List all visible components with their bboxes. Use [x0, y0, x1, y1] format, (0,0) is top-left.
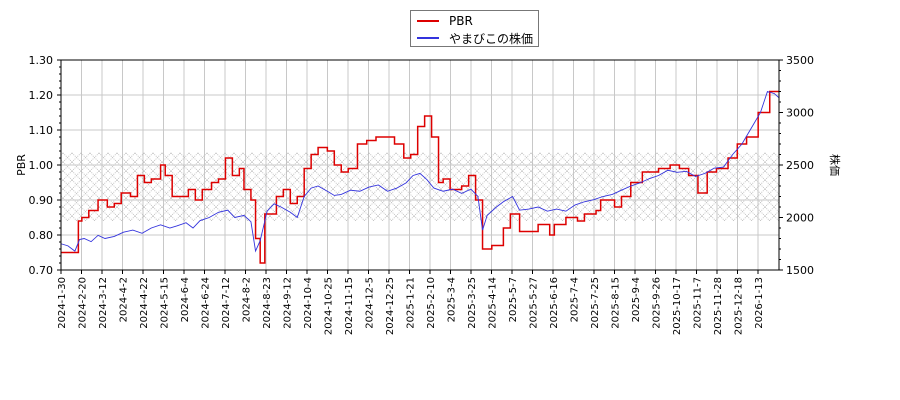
x-tick-label: 2024-8-2: [242, 277, 253, 322]
y-left-tick-label: 1.10: [29, 124, 54, 137]
y-right-tick-label: 1500: [786, 264, 814, 277]
x-tick-label: 2024-7-12: [221, 277, 232, 329]
legend-label-pbr: PBR: [449, 14, 473, 28]
x-tick-label: 2025-9-26: [652, 277, 663, 329]
y-left-tick-label: 0.70: [29, 264, 54, 277]
x-tick-label: 2024-10-25: [324, 277, 335, 335]
y-left-tick-label: 0.80: [29, 229, 54, 242]
x-tick-label: 2024-2-20: [78, 277, 89, 329]
y-axis-left-title: PBR: [15, 154, 28, 176]
x-tick-label: 2026-1-13: [754, 277, 765, 329]
x-tick-label: 2025-4-14: [488, 277, 499, 329]
x-tick-label: 2025-1-21: [406, 277, 417, 329]
x-tick-label: 2025-11-28: [713, 277, 724, 335]
x-tick-label: 2024-4-2: [119, 277, 130, 322]
pbr-line: [61, 90, 779, 264]
x-tick-label: 2025-2-10: [426, 277, 437, 329]
y-left-tick-label: 1.00: [29, 159, 54, 172]
x-tick-label: 2025-6-16: [549, 277, 560, 329]
hatched-band: [61, 152, 779, 221]
x-tick-label: 2025-5-7: [508, 277, 519, 322]
axes: 0.70 0.80 0.90 1.00 1.10 1.20 1.30 1500 2000 2500…: [29, 54, 815, 335]
legend-label-stock-price: やまびこの株価: [449, 31, 534, 46]
legend-item-stock-price: やまびこの株価: [417, 30, 533, 46]
x-tick-label: 2024-6-4: [180, 277, 191, 322]
legend-swatch-pbr: [417, 20, 439, 22]
x-tick-label: 2025-10-17: [672, 277, 683, 335]
stock-price-line: [60, 90, 780, 253]
x-tick-label: 2025-7-25: [590, 277, 601, 329]
series-lines: [60, 90, 780, 264]
x-tick-label: 2025-3-4: [447, 277, 458, 322]
x-tick-label: 2024-4-22: [139, 277, 150, 329]
x-tick-label: 2024-12-25: [385, 277, 396, 335]
x-tick-label: 2024-6-24: [201, 277, 212, 329]
x-tick-label: 2024-5-15: [160, 277, 171, 329]
x-tick-label: 2024-10-4: [303, 277, 314, 329]
x-tick-label: 2025-5-27: [529, 277, 540, 329]
x-tick-label: 2024-9-12: [283, 277, 294, 329]
y-right-tick-label: 3000: [786, 107, 814, 120]
y-left-tick-label: 1.30: [29, 54, 54, 67]
y-left-tick-label: 0.90: [29, 194, 54, 207]
x-tick-label: 2024-3-12: [98, 277, 109, 329]
x-tick-label: 2025-3-25: [467, 277, 478, 329]
y-right-tick-label: 3500: [786, 54, 814, 67]
x-tick-label: 2025-8-15: [611, 277, 622, 329]
x-tick-label: 2025-12-18: [734, 277, 745, 335]
x-tick-label: 2025-9-4: [631, 277, 642, 322]
y-right-tick-label: 2000: [786, 212, 814, 225]
y-axis-right-title: 株価: [828, 154, 842, 176]
legend-swatch-stock-price: [417, 37, 439, 39]
x-tick-label: 2024-12-5: [365, 277, 376, 329]
y-left-tick-label: 1.20: [29, 89, 54, 102]
x-tick-label: 2025-7-4: [570, 277, 581, 322]
x-tick-label: 2024-8-23: [262, 277, 273, 329]
x-tick-label: 2024-11-15: [344, 277, 355, 335]
x-tick-label: 2025-11-7: [693, 277, 704, 329]
y-right-tick-label: 2500: [786, 159, 814, 172]
legend-item-pbr: PBR: [417, 13, 473, 29]
legend: PBR やまびこの株価: [410, 10, 539, 47]
x-tick-label: 2024-1-30: [57, 277, 68, 329]
